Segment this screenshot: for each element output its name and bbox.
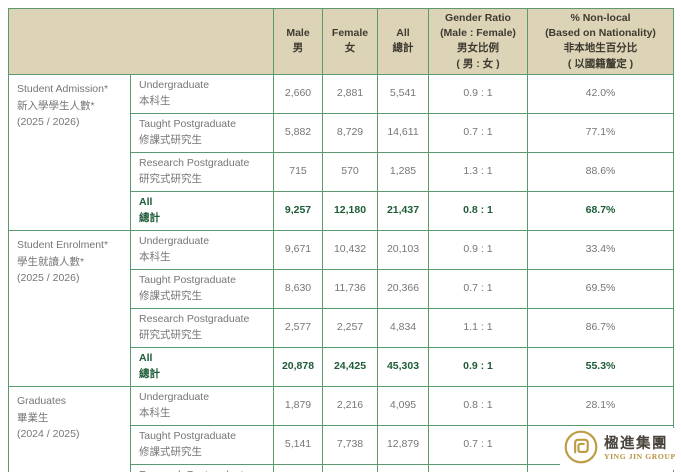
header-non-local: % Non-local (Based on Nationality) 非本地生百… bbox=[527, 8, 674, 75]
nonlocal-value: 86.7% bbox=[527, 307, 674, 348]
male-value: 2,577 bbox=[273, 307, 323, 348]
subcategory-label: Taught Postgraduate 修課式研究生 bbox=[130, 112, 274, 153]
subcategory-label: All 總計 bbox=[130, 346, 274, 387]
watermark: 楹進集團 YING JIN GROUP bbox=[560, 428, 681, 470]
header-gender-ratio: Gender Ratio (Male : Female) 男女比例 ( 男 : … bbox=[428, 8, 528, 75]
female-value: 11,736 bbox=[322, 268, 378, 309]
header-female: Female 女 bbox=[322, 8, 378, 75]
nonlocal-value: 42.0% bbox=[527, 73, 674, 114]
all-value: 5,541 bbox=[377, 73, 429, 114]
table-row: Taught Postgraduate 修課式研究生 5,882 8,729 1… bbox=[9, 112, 674, 153]
male-value: 2,660 bbox=[273, 73, 323, 114]
table-row: Research Postgraduate 研究式研究生 2,577 2,257… bbox=[9, 307, 674, 348]
female-value: 12,180 bbox=[322, 190, 378, 231]
ratio-value: 1.0 : 1 bbox=[428, 463, 528, 472]
ratio-value: 0.7 : 1 bbox=[428, 112, 528, 153]
table-row: Student Enrolment* 學生就讀人數* (2025 / 2026)… bbox=[8, 229, 674, 387]
subcategory-label: Undergraduate 本科生 bbox=[130, 385, 274, 426]
ratio-value: 0.7 : 1 bbox=[428, 424, 528, 465]
all-value: 21,437 bbox=[377, 190, 429, 231]
ratio-value: 1.3 : 1 bbox=[428, 151, 528, 192]
female-value: 570 bbox=[322, 151, 378, 192]
all-value: 4,834 bbox=[377, 307, 429, 348]
male-value: 5,882 bbox=[273, 112, 323, 153]
subcategory-label: Research Postgraduate 研究式研究生 bbox=[130, 307, 274, 348]
watermark-name-en: YING JIN GROUP bbox=[604, 451, 676, 461]
male-value: 429 bbox=[273, 463, 323, 472]
male-value: 5,141 bbox=[273, 424, 323, 465]
subcategory-label: Taught Postgraduate 修課式研究生 bbox=[130, 424, 274, 465]
female-value: 24,425 bbox=[322, 346, 378, 387]
all-value: 14,611 bbox=[377, 112, 429, 153]
subcategory-label: Undergraduate 本科生 bbox=[130, 73, 274, 114]
group-label-graduates: Graduates 畢業生 (2024 / 2025) bbox=[8, 385, 131, 472]
table-row: Student Admission* 新入學學生人數* (2025 / 2026… bbox=[8, 73, 674, 231]
all-value: 12,879 bbox=[377, 424, 429, 465]
subcategory-label: All 總計 bbox=[130, 190, 274, 231]
all-value: 845 bbox=[377, 463, 429, 472]
female-value: 10,432 bbox=[322, 229, 378, 270]
header-all: All 總計 bbox=[377, 8, 429, 75]
male-value: 715 bbox=[273, 151, 323, 192]
ratio-value: 0.9 : 1 bbox=[428, 73, 528, 114]
female-value: 7,738 bbox=[322, 424, 378, 465]
subcategory-label: Research Postgraduate 研究式研究生 bbox=[130, 463, 274, 472]
all-value: 1,285 bbox=[377, 151, 429, 192]
female-value: 2,216 bbox=[322, 385, 378, 426]
nonlocal-value: 28.1% bbox=[527, 385, 674, 426]
nonlocal-value: 77.1% bbox=[527, 112, 674, 153]
male-value: 1,879 bbox=[273, 385, 323, 426]
ying-jin-group-logo-icon bbox=[563, 429, 599, 470]
ratio-value: 0.9 : 1 bbox=[428, 229, 528, 270]
ratio-value: 0.7 : 1 bbox=[428, 268, 528, 309]
female-value: 2,881 bbox=[322, 73, 378, 114]
group-label-enrolment: Student Enrolment* 學生就讀人數* (2025 / 2026) bbox=[8, 229, 131, 387]
subcategory-label: Taught Postgraduate 修課式研究生 bbox=[130, 268, 274, 309]
ratio-value: 0.8 : 1 bbox=[428, 190, 528, 231]
all-value: 45,303 bbox=[377, 346, 429, 387]
male-value: 8,630 bbox=[273, 268, 323, 309]
nonlocal-value: 88.6% bbox=[527, 151, 674, 192]
nonlocal-value: 55.3% bbox=[527, 346, 674, 387]
total-row: All 總計 9,257 12,180 21,437 0.8 : 1 68.7% bbox=[9, 190, 674, 231]
watermark-name-zh: 楹進集團 bbox=[604, 435, 668, 452]
nonlocal-value: 68.7% bbox=[527, 190, 674, 231]
all-value: 20,103 bbox=[377, 229, 429, 270]
female-value: 416 bbox=[322, 463, 378, 472]
all-value: 20,366 bbox=[377, 268, 429, 309]
group-label-admission: Student Admission* 新入學學生人數* (2025 / 2026… bbox=[8, 73, 131, 231]
female-value: 8,729 bbox=[322, 112, 378, 153]
male-value: 9,671 bbox=[273, 229, 323, 270]
ratio-value: 1.1 : 1 bbox=[428, 307, 528, 348]
total-row: All 總計 20,878 24,425 45,303 0.9 : 1 55.3… bbox=[9, 346, 674, 387]
ratio-value: 0.9 : 1 bbox=[428, 346, 528, 387]
male-value: 20,878 bbox=[273, 346, 323, 387]
nonlocal-value: 69.5% bbox=[527, 268, 674, 309]
subcategory-label: Research Postgraduate 研究式研究生 bbox=[130, 151, 274, 192]
header-male: Male 男 bbox=[273, 8, 323, 75]
nonlocal-value: 33.4% bbox=[527, 229, 674, 270]
header-row: Male 男 Female 女 All 總計 Gender Ratio (Mal… bbox=[8, 8, 674, 75]
female-value: 2,257 bbox=[322, 307, 378, 348]
table-row: Graduates 畢業生 (2024 / 2025) Undergraduat… bbox=[8, 385, 674, 472]
statistics-table: Male 男 Female 女 All 總計 Gender Ratio (Mal… bbox=[8, 8, 674, 472]
subcategory-label: Undergraduate 本科生 bbox=[130, 229, 274, 270]
male-value: 9,257 bbox=[273, 190, 323, 231]
ratio-value: 0.8 : 1 bbox=[428, 385, 528, 426]
all-value: 4,095 bbox=[377, 385, 429, 426]
header-empty-cell bbox=[8, 8, 274, 75]
